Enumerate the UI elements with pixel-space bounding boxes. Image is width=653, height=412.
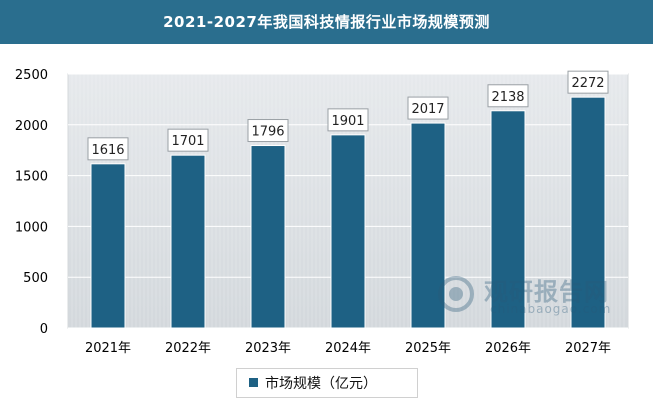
x-tick-label: 2027年 — [565, 341, 611, 356]
bars — [90, 96, 606, 329]
bar — [90, 163, 126, 329]
legend-swatch — [249, 378, 258, 387]
bar — [490, 110, 526, 329]
watermark-text: 观研报告网 — [484, 278, 609, 306]
data-label-box — [167, 128, 209, 152]
data-label: 1616 — [91, 143, 124, 158]
x-tick-label: 2026年 — [485, 341, 531, 356]
bar — [410, 122, 446, 329]
bar — [250, 145, 286, 329]
legend: 市场规模（亿元） — [236, 368, 418, 398]
chart-title: 2021-2027年我国科技情报行业市场规模预测 — [0, 0, 653, 44]
bar — [330, 134, 366, 329]
x-axis-ticks: 2021年 2022年 2023年 2024年 2025年 2026年 2027年 — [85, 341, 611, 356]
chart-area: 0 500 1000 1500 2000 2500 1616 1701 1796 1901 201… — [15, 68, 629, 356]
data-label: 1901 — [331, 114, 364, 129]
data-label-box — [487, 84, 529, 108]
y-tick-label: 500 — [23, 271, 48, 286]
data-label: 2017 — [411, 102, 444, 117]
y-tick-label: 0 — [40, 322, 48, 337]
y-axis-ticks: 0 500 1000 1500 2000 2500 — [15, 68, 48, 337]
y-tick-label: 1000 — [15, 220, 48, 235]
data-label: 2138 — [491, 90, 524, 105]
x-tick-label: 2023年 — [245, 341, 291, 356]
y-tick-label: 2500 — [15, 68, 48, 83]
data-label-box — [327, 108, 369, 132]
data-label: 1796 — [251, 125, 284, 140]
x-tick-label: 2022年 — [165, 341, 211, 356]
bar — [570, 96, 606, 329]
x-tick-label: 2021年 — [85, 341, 131, 356]
y-tick-label: 1500 — [15, 170, 48, 185]
data-label-box — [567, 70, 609, 94]
data-label-box — [87, 137, 129, 161]
x-tick-label: 2024年 — [325, 341, 371, 356]
data-label: 2272 — [571, 76, 604, 91]
watermark-logo-icon — [438, 276, 474, 312]
y-tick-label: 2000 — [15, 119, 48, 134]
bar — [170, 154, 206, 329]
watermark-url: chinabaogao.com — [490, 302, 612, 316]
legend-label: 市场规模（亿元） — [265, 376, 377, 392]
data-label-box — [247, 119, 289, 143]
x-tick-label: 2025年 — [405, 341, 451, 356]
data-label-box — [407, 96, 449, 120]
data-label: 1701 — [171, 134, 204, 149]
data-labels: 1616 1701 1796 1901 2017 2138 2272 — [87, 70, 609, 161]
